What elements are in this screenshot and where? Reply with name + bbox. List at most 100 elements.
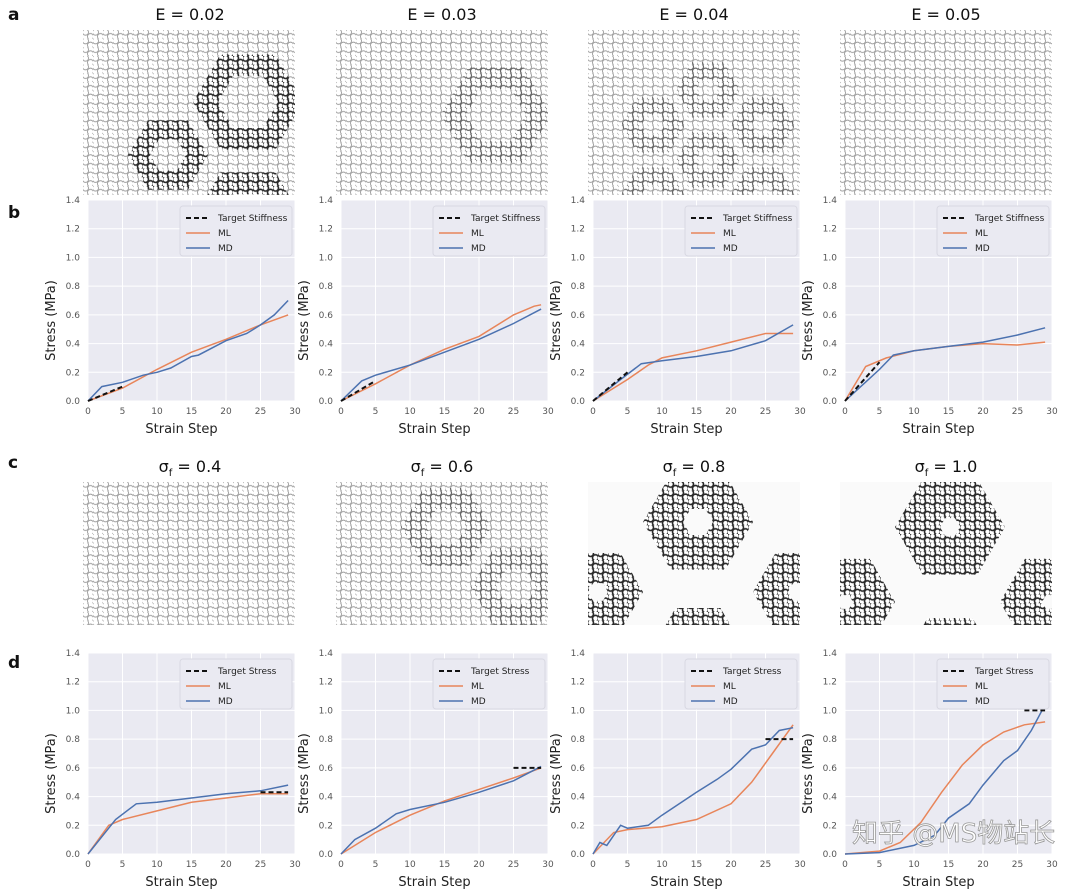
panel-label: d [8, 653, 20, 673]
y-tick-label: 0.6 [319, 311, 334, 321]
x-tick-label: 15 [439, 407, 450, 417]
y-tick-label: 0.6 [66, 311, 81, 321]
y-tick-label: 0.4 [66, 793, 81, 803]
legend-box [936, 205, 1050, 257]
y-tick-label: 0.4 [571, 793, 586, 803]
x-tick-label: 30 [794, 407, 806, 417]
legend-label: MD [471, 697, 486, 707]
x-tick-label: 15 [186, 407, 197, 417]
x-tick-label: 10 [404, 407, 416, 417]
x-tick-label: 0 [590, 407, 596, 417]
y-tick-label: 1.4 [823, 649, 838, 659]
y-tick-label: 0.0 [319, 850, 334, 860]
legend-label: ML [723, 229, 736, 239]
legend-label: Target Stress [470, 667, 530, 677]
legend-box [684, 205, 798, 257]
x-axis-label: Strain Step [902, 422, 974, 437]
legend-label: MD [218, 244, 233, 254]
y-tick-label: 0.8 [823, 282, 838, 292]
legend-label: Target Stiffness [974, 214, 1045, 224]
panel-label: c [8, 453, 18, 473]
y-tick-label: 0.6 [319, 764, 334, 774]
y-tick-label: 0.2 [571, 821, 585, 831]
series-line-md [340, 765, 542, 855]
y-tick-label: 0.8 [66, 282, 81, 292]
y-tick-label: 0.8 [66, 735, 81, 745]
x-tick-label: 15 [943, 860, 954, 870]
y-tick-label: 1.0 [66, 253, 81, 263]
x-axis-label: Strain Step [650, 422, 722, 437]
y-tick-label: 0.2 [823, 368, 837, 378]
y-axis-label: Stress (MPa) [801, 733, 816, 814]
chart-b-3: 0 5 10 15 20 25 30 0.0 0.2 0.4 0.6 0.8 1.0 1.2 1.4 Stra… [549, 196, 806, 437]
legend: Target Stress ML MD [684, 658, 798, 710]
legend-label: ML [975, 682, 988, 692]
legend-label: ML [218, 229, 231, 239]
column-title: E = 0.05 [911, 5, 980, 24]
legend: Target Stress ML MD [432, 658, 546, 710]
subscript: f [169, 468, 173, 479]
sigma-symbol: σ [411, 457, 421, 476]
legend-box [179, 205, 293, 257]
x-tick-label: 5 [877, 860, 883, 870]
x-tick-label: 15 [186, 860, 197, 870]
x-tick-label: 15 [691, 407, 702, 417]
series-line-ml [592, 724, 794, 855]
lattice-image [588, 482, 800, 625]
title-value: = 0.6 [424, 457, 473, 476]
y-tick-label: 0.4 [66, 340, 81, 350]
x-tick-label: 10 [908, 860, 920, 870]
legend-label: Target Stiffness [217, 214, 288, 224]
chart-b-4: 0 5 10 15 20 25 30 0.0 0.2 0.4 0.6 0.8 1.0 1.2 1.4 Stra… [801, 196, 1058, 437]
x-tick-label: 0 [590, 860, 596, 870]
x-tick-label: 20 [977, 407, 989, 417]
y-tick-label: 0.0 [823, 850, 838, 860]
x-tick-label: 25 [760, 860, 771, 870]
series-line-md [340, 308, 542, 402]
legend-box [684, 658, 798, 710]
y-tick-label: 1.2 [823, 678, 837, 688]
y-axis-label: Stress (MPa) [44, 733, 59, 814]
y-tick-label: 0.0 [571, 397, 586, 407]
y-tick-label: 0.8 [319, 282, 334, 292]
lattice-image [588, 30, 800, 195]
y-tick-label: 0.2 [66, 368, 80, 378]
legend-box [432, 205, 546, 257]
x-tick-label: 0 [338, 407, 344, 417]
x-tick-label: 10 [151, 860, 163, 870]
lattice-image [840, 482, 1052, 625]
title-value: = 0.8 [676, 457, 725, 476]
panel-label: b [8, 203, 20, 223]
lattice-image [83, 482, 295, 625]
sigma-symbol: σ [663, 457, 673, 476]
series-line-md [844, 704, 1046, 855]
legend-label: MD [723, 697, 738, 707]
y-tick-label: 0.0 [571, 850, 586, 860]
chart-d-4: 0 5 10 15 20 25 30 0.0 0.2 0.4 0.6 0.8 1.0 1.2 1.4 Stra… [801, 649, 1058, 890]
series-line-ml [340, 304, 542, 402]
chart-b-2: 0 5 10 15 20 25 30 0.0 0.2 0.4 0.6 0.8 1.0 1.2 1.4 Stra… [297, 196, 554, 437]
legend-label: MD [975, 697, 990, 707]
x-tick-label: 25 [255, 407, 266, 417]
column-title: σf = 0.8 [663, 457, 726, 479]
y-axis-label: Stress (MPa) [549, 733, 564, 814]
legend-label: MD [471, 244, 486, 254]
y-tick-label: 0.8 [319, 735, 334, 745]
column-title: σf = 1.0 [915, 457, 978, 479]
legend-label: ML [471, 682, 484, 692]
chart-b-1: 0 5 10 15 20 25 30 0.0 0.2 0.4 0.6 0.8 1.0 1.2 1.4 Stra… [44, 196, 301, 437]
legend-label: Target Stress [217, 667, 277, 677]
y-tick-label: 1.0 [823, 253, 838, 263]
series-line-target-stiffness [340, 380, 377, 402]
x-tick-label: 10 [908, 407, 920, 417]
x-tick-label: 30 [542, 860, 554, 870]
legend-label: ML [471, 229, 484, 239]
column-title: E = 0.03 [407, 5, 476, 24]
chart-d-2: 0 5 10 15 20 25 30 0.0 0.2 0.4 0.6 0.8 1.0 1.2 1.4 Stra… [297, 649, 554, 890]
series-line-ml [592, 332, 794, 402]
subscript: f [925, 468, 929, 479]
legend-label: Target Stress [974, 667, 1034, 677]
y-tick-label: 1.4 [66, 196, 81, 206]
column-title: E = 0.02 [155, 5, 224, 24]
